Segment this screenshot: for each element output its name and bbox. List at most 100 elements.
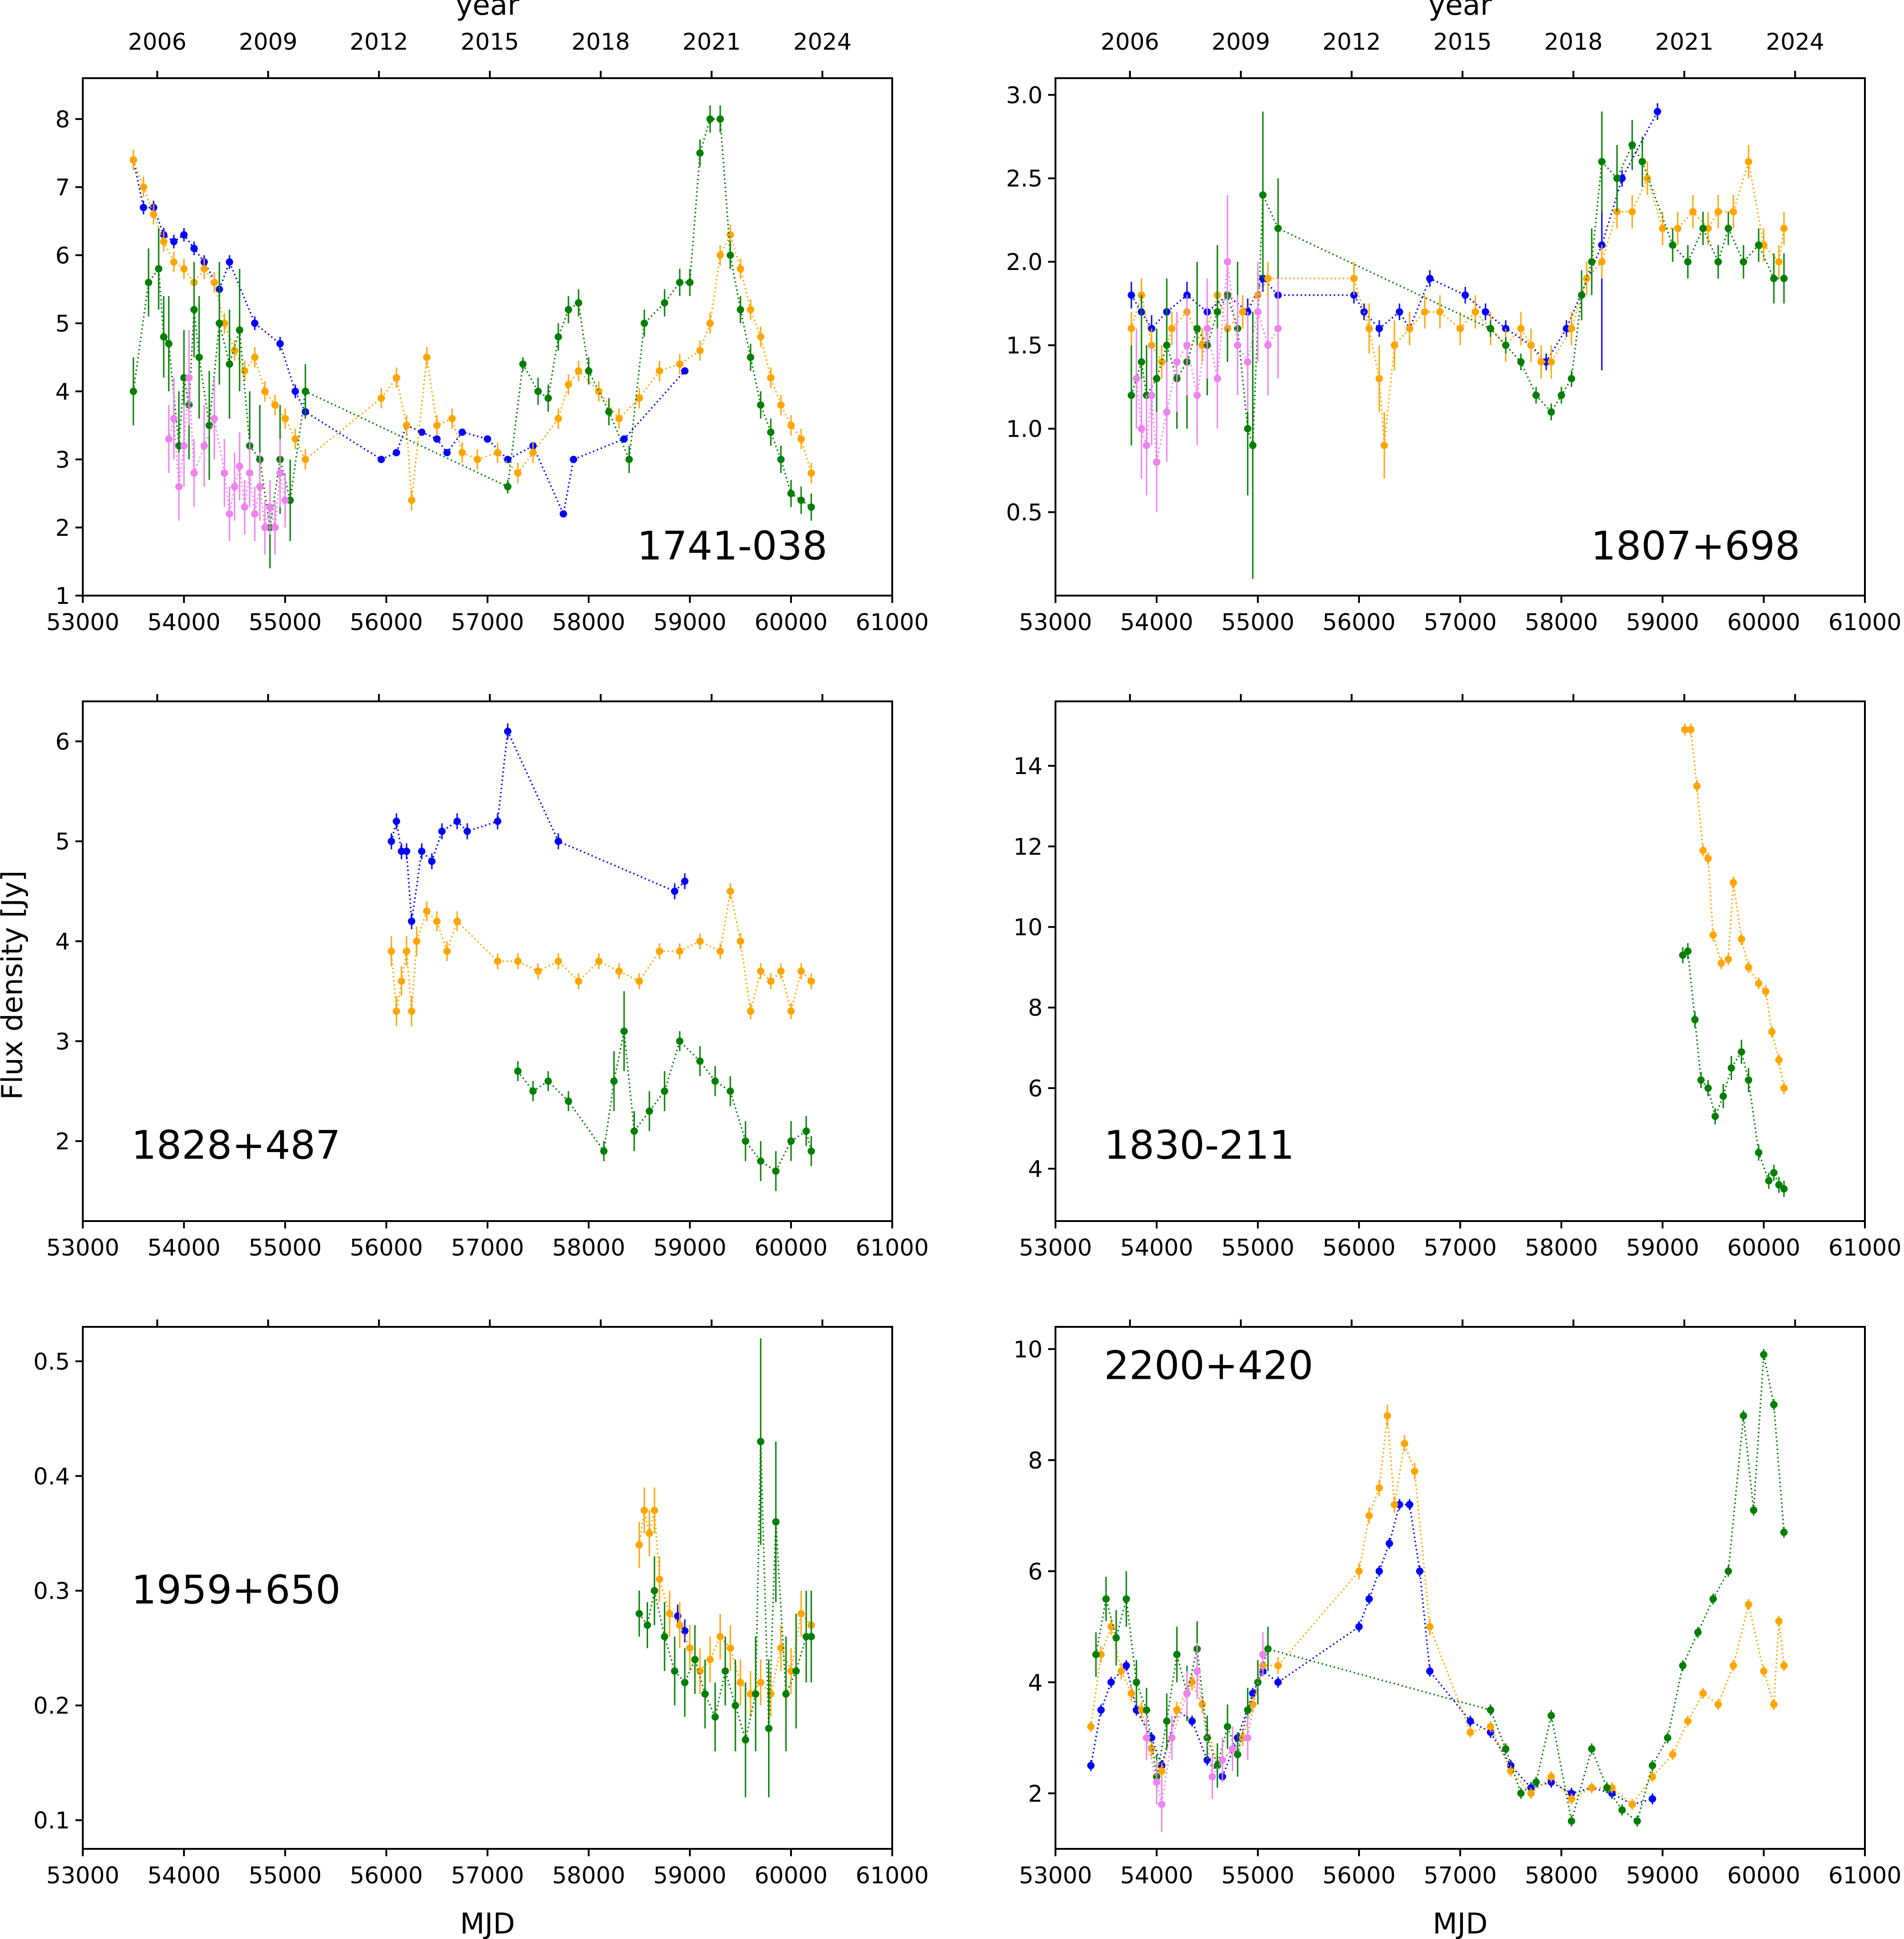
data-point-blue [190,245,198,252]
data-point-green [585,367,592,375]
x-axis-title-left: MJD [460,1907,515,1939]
data-point-orange [1629,208,1636,216]
data-point-blue [681,878,688,885]
data-point-orange [1725,955,1732,963]
top-tick-label: 2006 [1101,29,1159,55]
data-point-orange [1158,358,1165,366]
data-point-blue [453,817,461,825]
data-point-violet [1158,1801,1165,1808]
data-point-blue [378,455,385,463]
data-point-orange [595,958,602,965]
data-point-blue [1148,1734,1155,1742]
data-point-green [534,387,542,395]
data-point-orange [1730,1662,1737,1669]
data-point-orange [646,1530,653,1537]
data-point-green [1738,1048,1745,1056]
x-tick-label: 53000 [1019,609,1092,636]
top-axis-title: year [1428,0,1492,22]
data-point-green [1224,1723,1231,1731]
data-point-violet [1153,458,1160,466]
data-point-green [1740,1412,1747,1420]
data-point-orange [1780,224,1788,232]
data-point-orange [1583,275,1590,282]
data-point-orange [1376,375,1383,383]
data-point-green [752,1690,759,1698]
series-line-blue [390,728,686,922]
y-tick-label: 4 [1028,1156,1043,1182]
data-point-orange [474,455,481,463]
data-point-violet [1168,1734,1176,1742]
data-point-orange [737,265,744,273]
data-point-green [681,1679,688,1687]
y-tick-label: 2 [1028,1780,1043,1807]
data-point-orange [555,415,562,423]
data-point-orange [534,967,542,975]
data-point-orange [787,1667,795,1675]
data-point-blue [1365,1595,1373,1603]
data-point-orange [696,1667,704,1675]
data-point-orange [1527,341,1535,349]
data-point-orange [1173,1706,1181,1714]
data-point-green [711,1077,719,1085]
data-point-green [1720,1092,1727,1100]
data-point-orange [1381,442,1388,449]
data-point-orange [1649,1773,1656,1781]
x-tick-label: 56000 [1322,609,1395,636]
top-tick-label: 2018 [572,29,630,55]
data-point-violet [1209,1773,1216,1781]
data-point-orange [1693,782,1701,790]
data-point-orange [727,1644,734,1652]
data-point-orange [656,367,663,375]
data-point-orange [1391,1501,1398,1509]
data-point-green [1669,241,1676,249]
data-point-blue [1618,174,1626,182]
data-point-orange [1507,1767,1514,1775]
data-point-green [565,1097,572,1105]
data-point-green [175,442,183,450]
data-point-green [765,1725,773,1732]
x-tick-label: 60000 [1727,609,1800,636]
data-point-violet [1234,341,1241,349]
data-point-orange [1472,308,1479,316]
data-point-orange [727,231,734,239]
top-tick-label: 2021 [682,29,741,55]
data-point-orange [1709,931,1717,939]
data-point-orange [1239,1734,1246,1742]
data-point-orange [747,306,754,314]
data-point-green [1711,1113,1719,1120]
data-point-blue [1543,358,1550,366]
x-tick-label: 55000 [248,609,321,636]
data-point-orange [787,421,795,429]
x-axis-title-right: MJD [1433,1907,1488,1939]
data-point-green [727,251,734,259]
data-point-green [504,483,511,491]
data-point-orange [292,435,299,443]
data-point-blue [1249,1689,1256,1697]
data-point-green [1588,258,1595,266]
x-tick-label: 56000 [350,1862,423,1889]
data-point-blue [1396,1501,1403,1509]
data-point-orange [1730,208,1737,216]
data-point-green [160,333,167,341]
x-tick-label: 56000 [1322,1234,1395,1261]
x-tick-label: 54000 [1120,609,1193,636]
data-point-green [1694,1629,1702,1636]
data-point-blue [484,435,491,443]
data-point-orange [1715,208,1722,216]
data-point-orange [1457,325,1464,333]
data-point-orange [676,1621,683,1629]
x-tick-label: 59000 [653,1234,726,1261]
data-point-orange [777,401,785,409]
data-point-orange [1730,879,1737,887]
x-tick-label: 53000 [46,1862,119,1889]
data-point-green [1765,1177,1772,1185]
y-tick-label: 0.2 [33,1692,70,1719]
data-point-green [519,360,527,368]
data-point-green [732,1702,739,1710]
data-point-orange [1487,1723,1494,1731]
data-point-violet [251,510,258,518]
data-point-blue [393,449,400,457]
data-point-blue [1396,308,1403,316]
x-tick-label: 61000 [1828,1234,1901,1261]
data-point-green [1760,1351,1767,1359]
